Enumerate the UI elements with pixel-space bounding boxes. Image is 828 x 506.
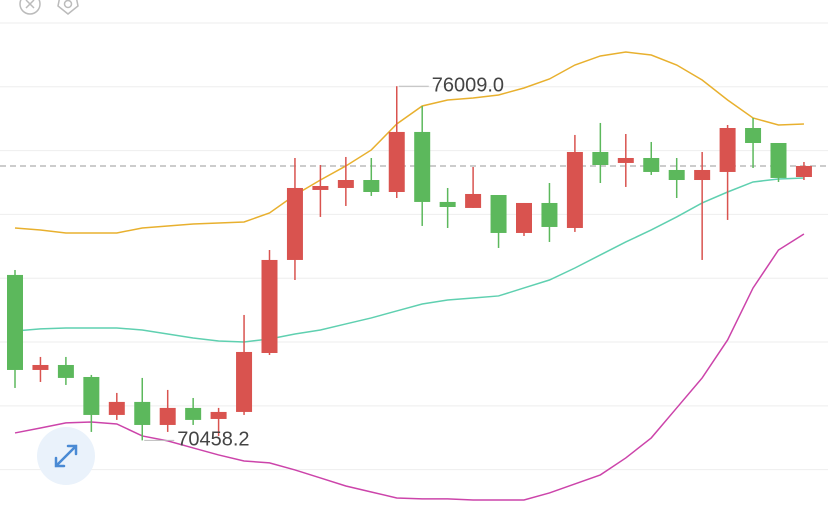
candle-body	[439, 201, 456, 207]
candle-body	[312, 186, 329, 190]
candle-body	[617, 157, 634, 163]
candle-body	[770, 142, 787, 178]
close-icon[interactable]	[19, 0, 41, 15]
candle-body	[465, 193, 482, 208]
candle-body	[185, 407, 202, 420]
candle-body	[363, 180, 380, 192]
candle-body	[134, 401, 151, 425]
candle-body	[490, 194, 507, 233]
candle-body	[566, 151, 583, 228]
expand-button[interactable]	[37, 427, 95, 485]
candle-body	[719, 127, 736, 172]
annotation-label: 70458.2	[177, 429, 249, 451]
candle-body	[337, 180, 354, 188]
candle-body	[261, 259, 278, 353]
band-line	[14, 177, 804, 343]
candle-body	[32, 364, 49, 370]
candle-body	[388, 131, 405, 192]
candle-body	[57, 364, 74, 378]
band-line	[14, 51, 804, 234]
candle-body	[643, 157, 660, 172]
candle-body	[108, 401, 125, 415]
candle-body	[236, 351, 253, 412]
candle-body	[745, 127, 762, 143]
candle-body	[694, 169, 711, 181]
candle-body	[414, 131, 431, 202]
candle-body	[210, 411, 227, 419]
candle-body	[159, 407, 176, 425]
candle-body	[7, 274, 23, 370]
annotation-label: 76009.0	[432, 74, 504, 96]
candle-body	[83, 376, 100, 415]
candle-body	[516, 202, 532, 233]
band-line	[14, 233, 805, 501]
candle-body	[668, 169, 685, 181]
candle-body	[286, 187, 303, 260]
candle-body	[592, 151, 609, 166]
candle-body	[795, 165, 812, 178]
candle-body	[541, 202, 558, 227]
settings-icon[interactable]	[57, 0, 79, 15]
